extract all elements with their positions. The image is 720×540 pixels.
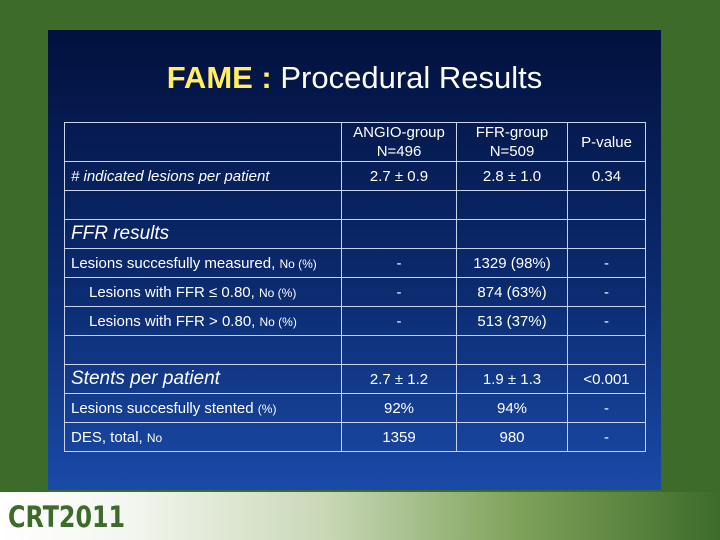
row-label: DES, total, No: [64, 422, 342, 452]
angio-value: -: [341, 277, 457, 307]
blank-cell: [341, 219, 457, 249]
angio-value: 92%: [341, 393, 457, 423]
footer-bar: CRT2011: [0, 492, 720, 540]
blank-cell: [567, 190, 646, 220]
row-label: Stents per patient: [64, 364, 342, 394]
section-label: FFR results: [64, 219, 342, 249]
table-row: Lesions with FFR > 0.80, No (%) - 513 (3…: [64, 306, 646, 336]
table-row: Lesions succesfully stented (%) 92% 94% …: [64, 393, 646, 423]
section-row: FFR results: [64, 219, 646, 249]
title-text: Procedural Results: [271, 60, 543, 95]
title-highlight: FAME :: [166, 60, 272, 95]
p-value: <0.001: [567, 364, 646, 394]
header-angio: ANGIO-group N=496: [341, 122, 457, 162]
row-label-suffix: (%): [257, 401, 277, 416]
p-value: -: [567, 422, 646, 452]
ffr-value: 2.8 ± 1.0: [456, 161, 568, 191]
row-label-suffix: No (%): [279, 256, 317, 271]
ffr-value: 874 (63%): [456, 277, 568, 307]
angio-value: -: [341, 306, 457, 336]
p-value: -: [567, 306, 646, 336]
row-label-suffix: No (%): [259, 314, 297, 329]
table-row: Stents per patient 2.7 ± 1.2 1.9 ± 1.3 <…: [64, 364, 646, 394]
angio-value: 2.7 ± 0.9: [341, 161, 457, 191]
blank-cell: [456, 335, 568, 365]
header-ffr-n: N=509: [489, 143, 535, 160]
row-label: # indicated lesions per patient: [64, 161, 342, 191]
slide: FAME : Procedural Results ANGIO-group N=…: [48, 30, 661, 490]
blank-cell: [456, 219, 568, 249]
table-row: DES, total, No 1359 980 -: [64, 422, 646, 452]
header-pvalue: P-value: [567, 122, 646, 162]
header-ffr-name: FFR-group: [475, 124, 549, 141]
p-value: -: [567, 393, 646, 423]
row-label: Lesions succesfully measured, No (%): [64, 248, 342, 278]
row-label-text: DES, total,: [71, 428, 143, 446]
results-table: ANGIO-group N=496 FFR-group N=509 P-valu…: [64, 122, 646, 452]
p-value: -: [567, 277, 646, 307]
p-value: 0.34: [567, 161, 646, 191]
table-row: # indicated lesions per patient 2.7 ± 0.…: [64, 161, 646, 191]
row-label: Lesions succesfully stented (%): [64, 393, 342, 423]
row-label: Lesions with FFR > 0.80, No (%): [64, 306, 342, 336]
header-ffr: FFR-group N=509: [456, 122, 568, 162]
table-row: Lesions with FFR ≤ 0.80, No (%) - 874 (6…: [64, 277, 646, 307]
p-value: -: [567, 248, 646, 278]
crt-logo: CRT2011: [8, 500, 126, 534]
angio-value: -: [341, 248, 457, 278]
blank-cell: [341, 190, 457, 220]
blank-cell: [64, 335, 342, 365]
blank-cell: [456, 190, 568, 220]
header-row: ANGIO-group N=496 FFR-group N=509 P-valu…: [64, 122, 646, 162]
row-label-text: Lesions succesfully measured,: [71, 254, 276, 272]
row-label-text: Lesions succesfully stented: [71, 399, 254, 417]
row-label-text: Lesions with FFR > 0.80,: [89, 312, 256, 330]
row-label-suffix: No (%): [258, 285, 297, 300]
blank-row: [64, 190, 646, 220]
slide-title: FAME : Procedural Results: [48, 60, 661, 96]
ffr-value: 1.9 ± 1.3: [456, 364, 568, 394]
blank-row: [64, 335, 646, 365]
ffr-value: 1329 (98%): [456, 248, 568, 278]
blank-cell: [64, 190, 342, 220]
ffr-value: 94%: [456, 393, 568, 423]
blank-cell: [567, 335, 646, 365]
blank-cell: [341, 335, 457, 365]
angio-value: 1359: [341, 422, 457, 452]
angio-value: 2.7 ± 1.2: [341, 364, 457, 394]
header-angio-n: N=496: [376, 143, 422, 160]
ffr-value: 980: [456, 422, 568, 452]
row-label-text: Lesions with FFR ≤ 0.80,: [89, 283, 255, 301]
header-empty-cell: [64, 122, 342, 162]
ffr-value: 513 (37%): [456, 306, 568, 336]
table-row: Lesions succesfully measured, No (%) - 1…: [64, 248, 646, 278]
header-angio-name: ANGIO-group: [353, 124, 445, 141]
row-label-suffix: No: [146, 430, 163, 445]
row-label: Lesions with FFR ≤ 0.80, No (%): [64, 277, 342, 307]
blank-cell: [567, 219, 646, 249]
